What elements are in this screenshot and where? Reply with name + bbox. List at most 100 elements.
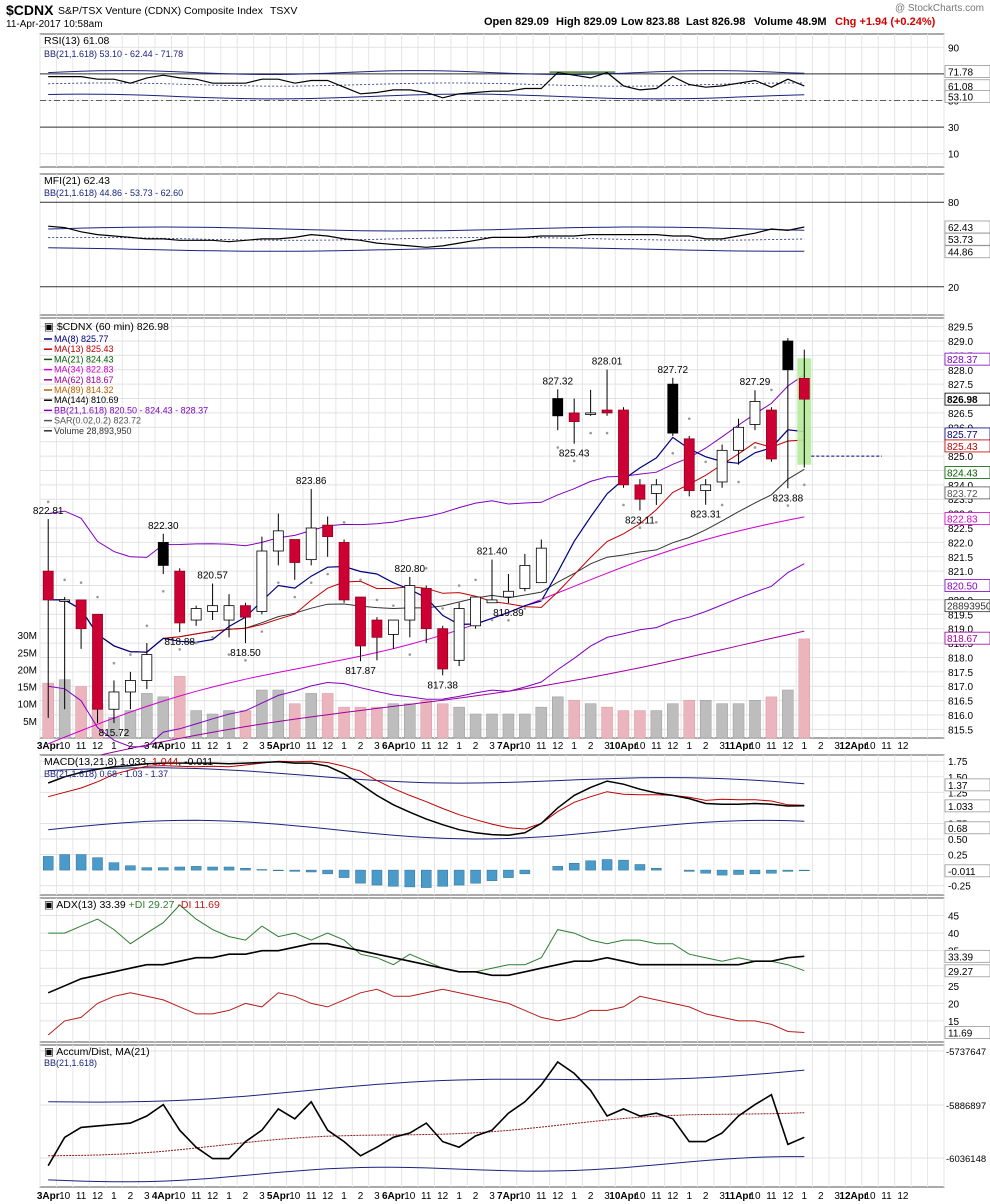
candle <box>749 390 761 431</box>
macd-histogram-bar <box>486 869 498 881</box>
x-axis-label-bottom: 11Apr <box>725 1191 753 1202</box>
x-axis-label-bottom: 10 <box>289 1191 301 1202</box>
adx-tick-label: 20 <box>948 999 960 1010</box>
accum-panel <box>39 1044 945 1188</box>
x-axis-label-bottom: 1 <box>802 1191 808 1202</box>
volume-bar <box>699 700 712 739</box>
accum-bb-legend: BB(21,1.618) <box>44 1058 97 1068</box>
macd-histogram-bar <box>552 866 563 871</box>
price-value-label: 822.83 <box>944 512 990 526</box>
candle-body <box>700 484 712 492</box>
price-tick-label: 818.0 <box>948 653 973 664</box>
volume-bar <box>157 696 170 739</box>
volume-bar <box>519 713 531 739</box>
volume-bar <box>798 638 811 739</box>
candle-body <box>585 412 597 415</box>
macd-histogram-bar <box>519 869 531 875</box>
x-axis-label-top: 10 <box>174 741 186 752</box>
x-axis-label-top: 10Apr <box>609 741 637 752</box>
x-axis-label-top: 10 <box>59 741 71 752</box>
macd-tick-label: 0.50 <box>948 835 968 846</box>
volume-bar <box>568 700 580 739</box>
price-annotation: 823.86 <box>296 476 327 487</box>
price-value-label: 28893950 <box>944 599 990 613</box>
mfi-value-label-text: 53.73 <box>948 235 973 246</box>
sar-dot <box>770 388 773 392</box>
x-axis-label-top: 10 <box>749 741 761 752</box>
candle-body <box>519 564 531 589</box>
macd-histogram-bar <box>749 869 761 875</box>
price-annotation: 823.88 <box>773 493 804 504</box>
candle-body <box>387 619 399 635</box>
macd-histogram-bar <box>371 869 383 886</box>
macd-histogram-bar <box>716 869 728 876</box>
macd-value-label-text: -0.011 <box>948 867 976 878</box>
mfi-bb-legend: BB(21,1.618) 44.86 - 53.73 - 62.60 <box>44 188 183 198</box>
sar-dot <box>79 581 83 584</box>
x-axis-label-top: 2 <box>128 741 134 752</box>
price-annotation: 818.88 <box>164 637 195 648</box>
price-value-label-text: 826.98 <box>947 395 978 406</box>
x-axis-label-bottom: 11 <box>881 1191 892 1202</box>
candle-body <box>125 680 136 693</box>
adx-value-label: 33.39 <box>944 949 990 963</box>
x-axis-label-top: 1 <box>226 741 232 752</box>
macd-value-label: 0.68 <box>944 821 990 835</box>
price-legend-item: MA(8) 825.77 <box>54 334 109 344</box>
candle <box>453 602 465 667</box>
macd-tick-label: 0.25 <box>948 851 968 862</box>
macd-histogram-bar <box>700 869 711 874</box>
sar-dot <box>293 595 297 599</box>
volume-bar <box>551 696 564 739</box>
price-tick-label: 822.5 <box>948 524 973 535</box>
candle-body <box>618 409 629 486</box>
price-tick-label: 829.0 <box>948 337 973 348</box>
sar-dot <box>227 653 231 656</box>
x-axis-label-bottom: 11 <box>651 1191 662 1202</box>
x-axis-label-bottom: 1 <box>226 1191 232 1202</box>
mfi-value-label: 62.43 <box>944 220 990 234</box>
price-tick-label: 829.5 <box>948 323 973 334</box>
timestamp: 11-Apr-2017 10:58am <box>6 19 103 30</box>
macd-histogram-bar <box>174 866 185 871</box>
x-axis-label-bottom: 2 <box>703 1191 709 1202</box>
macd-histogram-bar <box>338 869 350 878</box>
price-value-label: 818.67 <box>944 631 990 645</box>
x-axis-label-bottom: 3 <box>259 1191 265 1202</box>
mfi-tick-label: 20 <box>948 283 960 294</box>
price-tick-label: 821.0 <box>948 567 973 578</box>
price-value-label: 826.98 <box>944 392 990 406</box>
x-axis-label-bottom: 3 <box>489 1191 495 1202</box>
adx-value-label-box <box>944 1026 990 1039</box>
candle-body <box>92 613 103 710</box>
sar-dot <box>671 451 675 455</box>
macd-histogram-bar <box>207 866 218 871</box>
x-axis-label-top: 2 <box>703 741 709 752</box>
price-value-label-box <box>944 512 990 525</box>
price-annotation: 819.89 <box>493 608 524 619</box>
candle <box>338 539 350 603</box>
x-axis-label-top: 1 <box>802 741 808 752</box>
candle <box>700 479 712 505</box>
sar-dot <box>194 641 198 645</box>
candle <box>42 519 54 718</box>
candle-body <box>733 426 744 451</box>
volume-bar <box>124 710 137 739</box>
accum-panel-frame <box>39 1044 945 1188</box>
sar-dot <box>457 584 461 587</box>
volume-bar <box>371 706 383 739</box>
candle-body <box>157 541 169 566</box>
volume-bar <box>749 700 761 739</box>
mfi-bb-lower <box>48 247 805 252</box>
macd-histogram-bar <box>223 866 235 871</box>
price-annotation: 827.32 <box>542 376 573 387</box>
macd-value-label: -0.011 <box>944 864 990 878</box>
price-value-label-text: 825.43 <box>947 442 978 453</box>
volume-bar <box>453 706 465 739</box>
price-annotation: 827.72 <box>658 365 689 376</box>
x-axis-label-top: 11Apr <box>725 741 753 752</box>
sar-dot <box>326 572 329 576</box>
sar-dot <box>46 500 50 504</box>
candle <box>322 516 334 557</box>
